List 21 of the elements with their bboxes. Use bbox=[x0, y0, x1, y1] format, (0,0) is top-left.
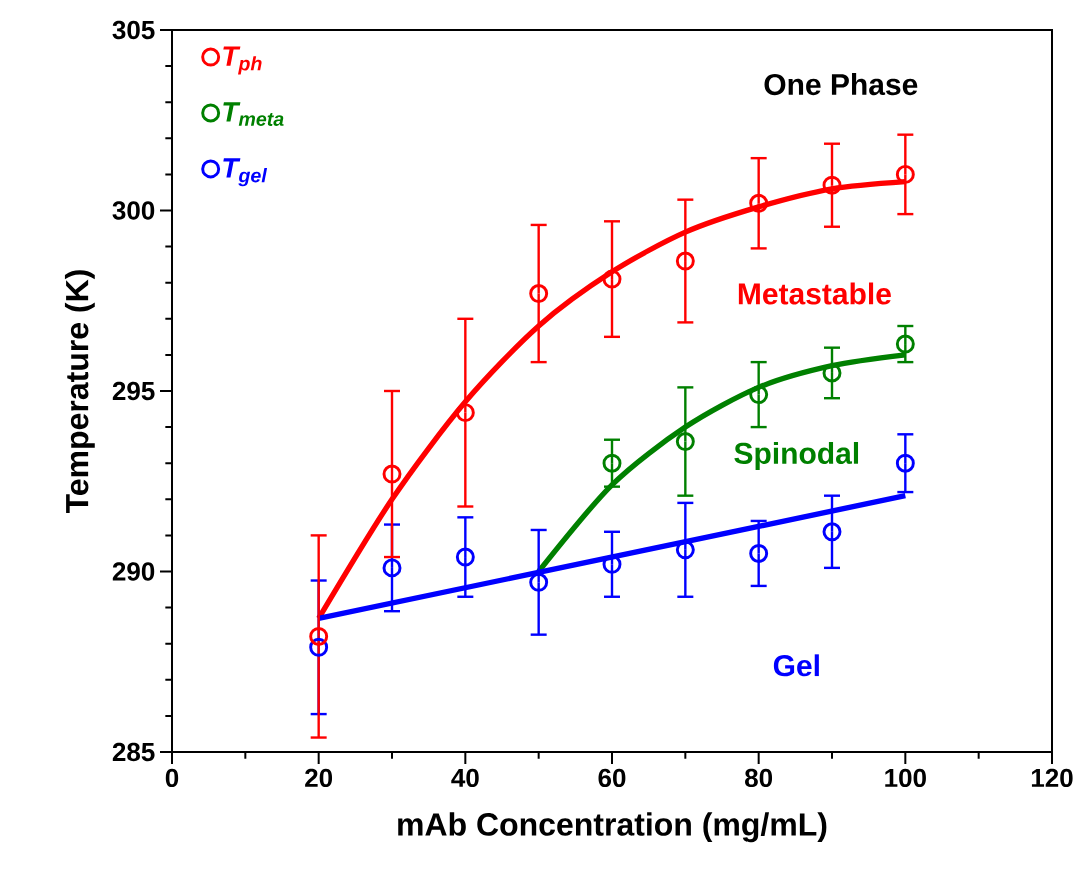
x-axis-title: mAb Concentration (mg/mL) bbox=[398, 812, 827, 843]
y-tick-label: 295 bbox=[112, 381, 155, 401]
legend-label: T$_{ph}$ bbox=[223, 46, 262, 75]
annotation: Spinodal bbox=[734, 441, 859, 470]
x-tick-label: 80 bbox=[745, 768, 773, 788]
annotation: One Phase bbox=[764, 73, 918, 96]
x-tick-label: 60 bbox=[598, 768, 626, 788]
x-tick-label: 120 bbox=[1031, 768, 1073, 788]
y-tick-label: 290 bbox=[112, 562, 155, 581]
y-tick-label: 305 bbox=[112, 20, 155, 40]
y-tick-label: 285 bbox=[112, 742, 155, 762]
y-axis-title: Temperature (K) bbox=[64, 270, 95, 514]
legend-label: T$_{gel}$ bbox=[223, 158, 268, 187]
legend-label: T$_{meta}$ bbox=[223, 102, 284, 126]
x-tick-label: 0 bbox=[165, 768, 179, 788]
x-tick-label: 100 bbox=[885, 768, 926, 788]
annotation: Metastable bbox=[738, 282, 891, 305]
x-tick-label: 40 bbox=[451, 768, 479, 788]
x-tick-label: 20 bbox=[305, 768, 333, 788]
annotation: Gel bbox=[773, 654, 819, 677]
y-tick-label: 300 bbox=[112, 201, 155, 220]
